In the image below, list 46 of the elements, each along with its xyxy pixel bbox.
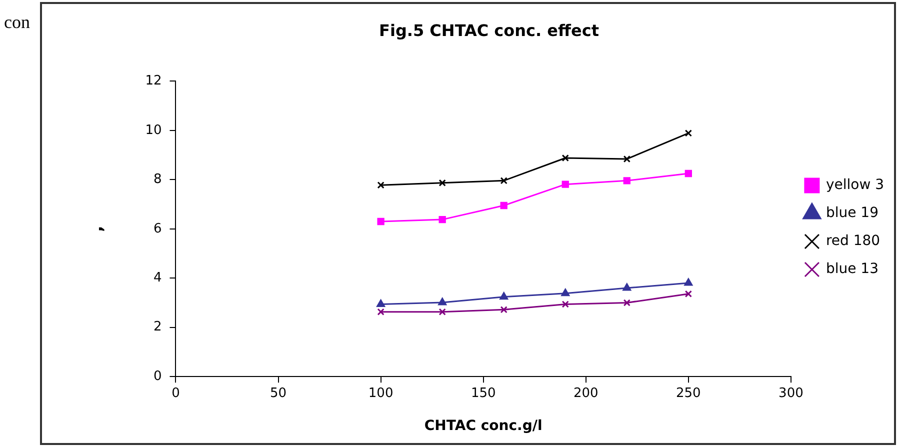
point: [500, 306, 508, 314]
y-tick-label: 6: [153, 221, 162, 236]
point: [438, 216, 446, 224]
point: [561, 288, 570, 296]
point: [377, 308, 384, 316]
chart-title: Fig.5 CHTAC conc. effect: [379, 20, 600, 40]
x-tick-label: 250: [676, 386, 701, 401]
x-tick-label: 0: [172, 386, 180, 401]
x-axis-title: CHTAC conc.g/l: [424, 418, 542, 434]
point: [438, 308, 446, 316]
point: [500, 202, 508, 210]
point: [684, 290, 692, 298]
point: [623, 177, 630, 184]
point: [562, 300, 569, 308]
y-tick-label: 4: [153, 270, 162, 286]
point: [622, 283, 632, 291]
text: con: [4, 12, 30, 33]
y-axis-title: ,: [86, 226, 106, 232]
point: [623, 299, 630, 306]
point: [377, 218, 384, 226]
x-tick-label: 300: [778, 386, 804, 401]
point: [438, 298, 447, 306]
x-tick-label: 150: [470, 386, 496, 401]
legend-label: blue 13: [826, 261, 878, 278]
legend-label: blue 19: [826, 205, 878, 222]
point: [438, 179, 446, 186]
point: [684, 170, 692, 178]
x-tick-label: 200: [573, 386, 598, 401]
point: [684, 130, 692, 137]
legend-label: red 180: [826, 233, 880, 250]
x-tick-label: 100: [368, 386, 394, 401]
point: [500, 177, 508, 184]
x-tick-label: 50: [270, 386, 287, 401]
point: [377, 182, 384, 189]
point: [500, 292, 508, 300]
y-tick-label: 12: [145, 74, 162, 89]
point: [623, 155, 630, 163]
point: [376, 299, 386, 307]
y-tick-label: 0: [153, 368, 162, 384]
legend-label: yellow 3: [826, 177, 884, 194]
point: [562, 154, 569, 162]
point: [684, 278, 693, 286]
y-tick-label: 10: [145, 122, 162, 138]
point: [562, 180, 569, 188]
y-tick-label: 8: [153, 172, 162, 188]
y-tick-label: 2: [153, 320, 162, 335]
